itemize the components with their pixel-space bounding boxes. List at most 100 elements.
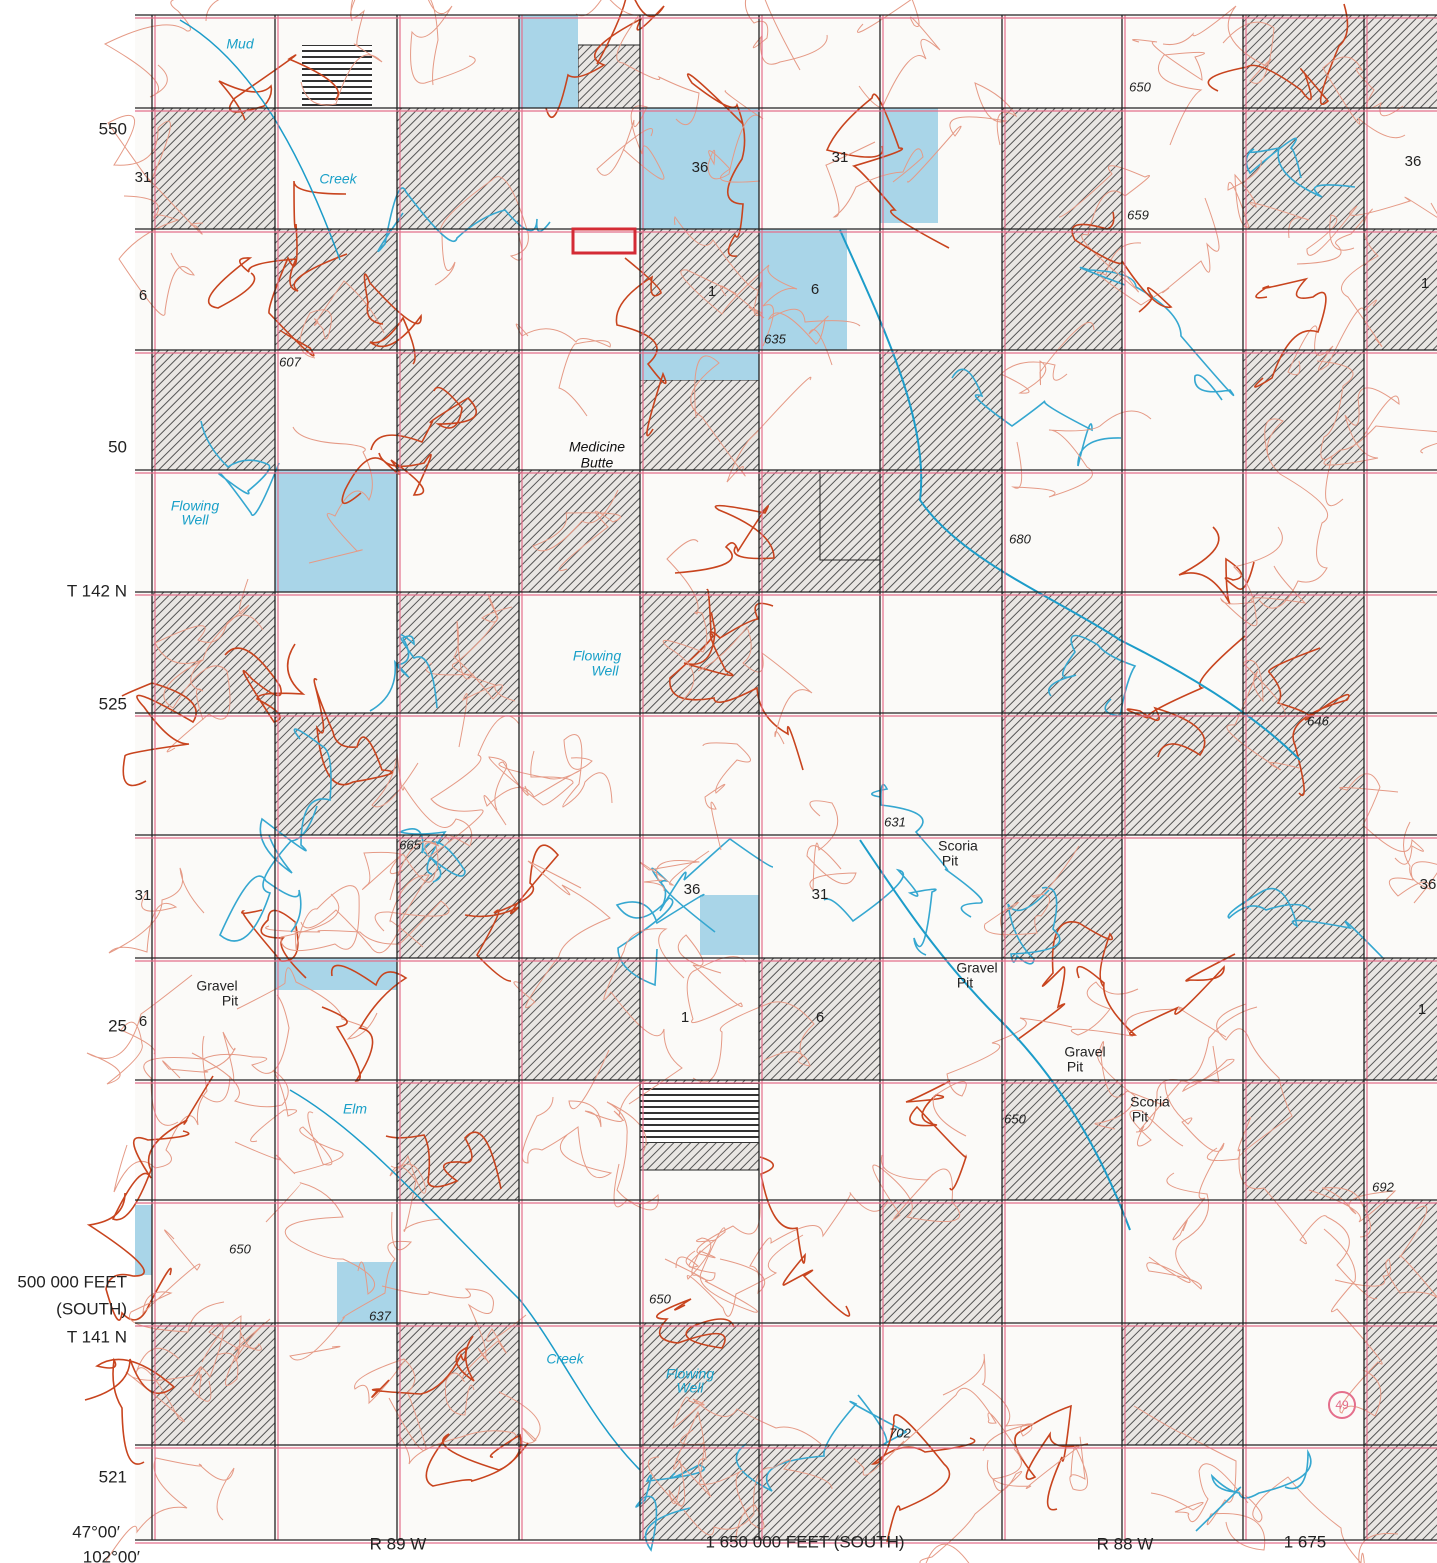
contour-line [1254,277,1327,388]
contour-line [1150,1463,1249,1523]
section-number: 36 [684,881,701,898]
elevation-label: 702 [889,1425,911,1440]
private-land [639,379,760,471]
private-land [397,108,519,229]
contour-line [118,195,195,316]
private-land [1243,835,1364,958]
contour-line [759,1156,851,1317]
place-label: Pit [1132,1109,1148,1125]
section-number: 6 [816,1009,824,1026]
margin-label: 102°00′ [83,1547,140,1563]
place-label: Pit [1067,1059,1083,1075]
bottom-label: R 88 W [1097,1534,1154,1553]
contour-line [198,1323,240,1399]
contour-line [680,1429,765,1544]
private-land [275,713,397,835]
place-label: Pit [942,853,958,869]
contour-line [1322,56,1406,139]
margin-label: 500 000 FEET [17,1272,127,1291]
contour-line [942,1353,1035,1452]
margin-label: 50 [108,437,127,456]
contour-line [1016,921,1113,1041]
contour-line [853,1387,1024,1476]
contour-line [389,715,520,901]
private-land [1243,108,1364,229]
contour-line [321,964,408,1082]
stream [1227,887,1384,959]
contour-line [513,860,611,1009]
contour-line [668,1459,833,1536]
section-number: 36 [692,159,709,176]
contour-line [603,928,685,1105]
stream [397,828,466,883]
contour-line [1096,197,1220,306]
private-land [152,350,275,470]
contour-line [674,216,765,319]
contour-line [84,1357,176,1465]
contour-line [521,1096,613,1179]
stream [1007,886,1061,965]
contour-line [545,0,665,119]
contour-line [362,840,439,890]
private-land [1364,1445,1437,1540]
contour-line [745,0,828,71]
contour-line [371,1335,475,1398]
place-label: Flowing [573,648,621,664]
contour-line [108,867,205,954]
contour-line [1388,821,1437,904]
contour-line [870,1414,976,1543]
elevation-label: 659 [1127,207,1149,222]
elevation-label: 650 [649,1291,671,1306]
private-land [1122,1323,1243,1445]
contour-line [1162,5,1275,84]
contour-line [86,974,193,1085]
private-land [880,470,1002,592]
place-label: Pit [957,975,973,991]
contour-line [1133,1405,1266,1551]
place-label: Gravel [956,960,997,976]
stream [951,368,1122,467]
contour-line [1126,635,1246,758]
stream [259,728,332,874]
stream [871,783,983,918]
contour-line [686,73,746,257]
contour-line [983,845,1080,940]
contour-line [986,1436,1088,1491]
contour-line [596,105,665,180]
section-number: 1 [681,1009,689,1026]
route-shield [1328,1391,1356,1419]
place-label: Well [592,663,620,679]
elevation-label: 631 [884,814,906,829]
contour-line [680,264,798,347]
contour-line [313,678,393,786]
stream [219,805,318,942]
stream [369,633,438,712]
stream [823,868,937,956]
contour-line [1227,159,1310,239]
private-land [880,350,1002,470]
private-land [1364,1323,1437,1445]
private-land [1243,1080,1364,1200]
contour-line [1132,39,1205,146]
contour-line [1164,1081,1225,1241]
private-land [577,44,641,109]
contour-line [1339,773,1424,865]
private-land [1002,1080,1122,1200]
contour-line [444,1314,527,1416]
contour-line [719,1192,889,1295]
contour-line [615,257,667,437]
contour-line [568,1049,648,1128]
contour-line [1012,410,1152,498]
bottom-label: 1 675 [1284,1532,1327,1551]
private-land [1122,713,1243,835]
elevation-label: 650 [229,1241,251,1256]
contour-line [201,1315,271,1363]
private-land [819,469,881,561]
stream [615,893,705,987]
contour-line [1220,526,1307,627]
contour-line [655,1298,735,1349]
margin-label: (SOUTH) [56,1299,127,1318]
road-highlight [571,227,637,255]
contour-line [425,620,503,748]
place-label: Gravel [196,978,237,994]
